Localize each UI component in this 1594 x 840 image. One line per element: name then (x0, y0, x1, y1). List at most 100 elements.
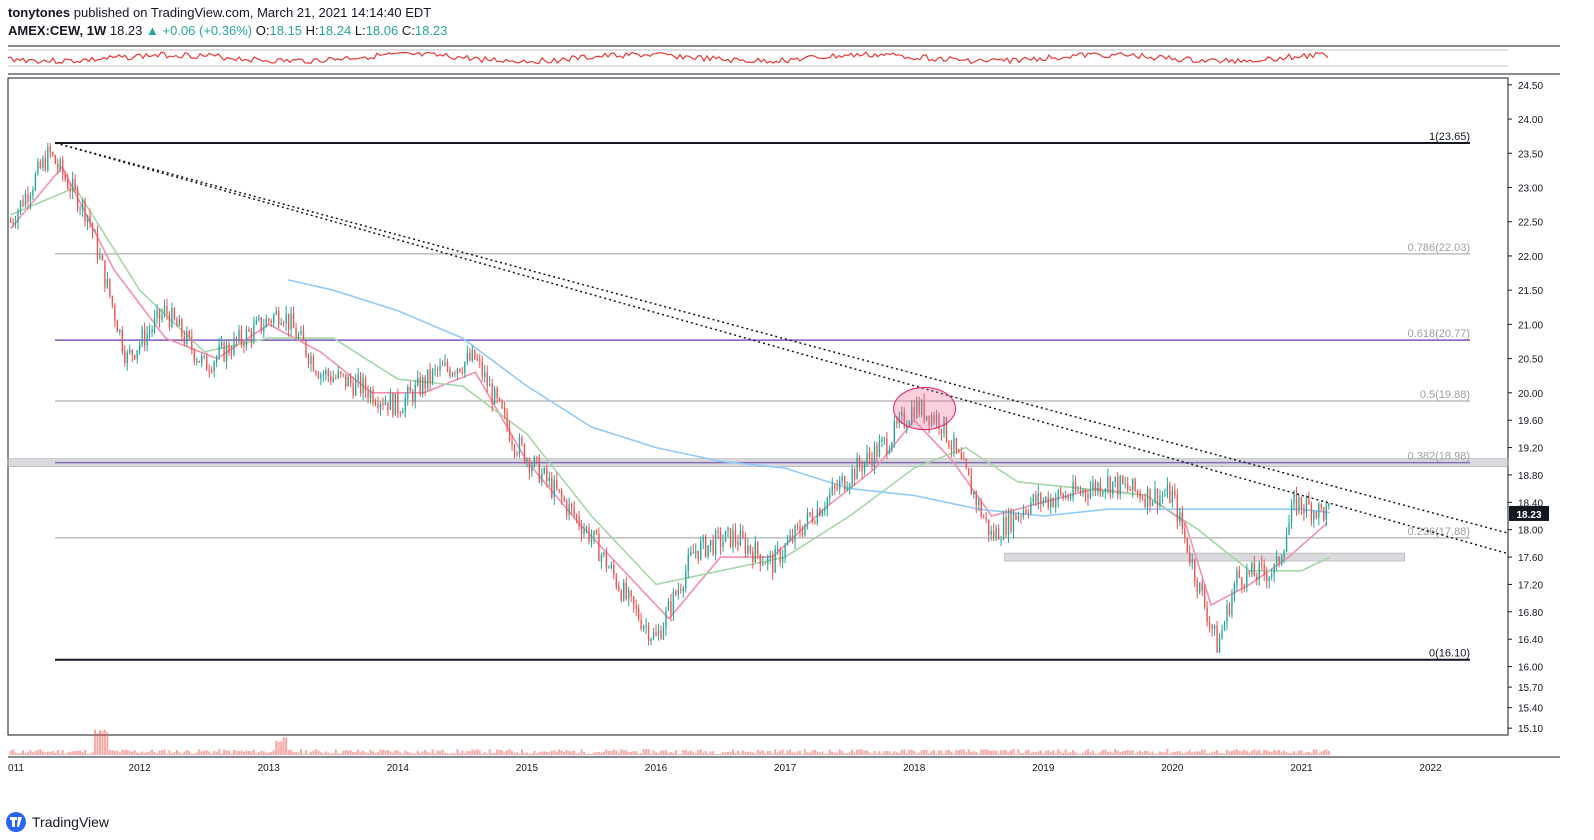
highlight[interactable] (893, 387, 957, 431)
candle-body (39, 161, 42, 168)
volume-bar (1109, 751, 1112, 755)
volume-bar (826, 753, 829, 755)
volume-bar (168, 750, 171, 755)
volume-bar (642, 749, 645, 755)
candle-body (804, 523, 806, 536)
support-zones[interactable] (7, 458, 1509, 562)
candle-body (764, 563, 766, 565)
candle-body (1251, 563, 1253, 574)
x-tick-label: 2016 (645, 763, 668, 774)
volume-bar (890, 753, 893, 755)
candle-body (546, 468, 548, 482)
fib-label: 1(23.65) (1429, 131, 1470, 143)
candle-body (1238, 570, 1241, 578)
x-tick-label: 2018 (903, 763, 926, 774)
volume-bar (1213, 751, 1216, 755)
volume-bar (86, 753, 89, 755)
volume-bar (220, 753, 223, 755)
candle-body (829, 493, 831, 499)
volume-bar (1216, 750, 1219, 755)
volume-bar (893, 751, 896, 755)
candle-body (1079, 489, 1082, 493)
volume-bar (930, 751, 933, 755)
volume-bar (821, 751, 824, 755)
y-tick-label: 16.00 (1518, 663, 1543, 674)
candle-body (1092, 482, 1094, 490)
candle-body (183, 336, 186, 344)
candle-body (970, 475, 972, 495)
volume-bar (444, 753, 447, 755)
volume-bar (1010, 750, 1013, 755)
candle-body (901, 412, 903, 417)
candle-body (1258, 562, 1260, 580)
candle-body (911, 407, 913, 423)
symbol-label[interactable]: AMEX:CEW, 1W (8, 23, 107, 38)
volume-bar (885, 750, 888, 755)
candle-body (310, 356, 312, 364)
fib-retracement[interactable]: 1(23.65) 0.786(22.03) 0.618(20.77) 0.5(19.8… (55, 131, 1470, 661)
candle-body (570, 503, 573, 508)
volume-bar (570, 751, 573, 755)
candle-body (1253, 563, 1255, 577)
candle-body (1141, 498, 1144, 500)
volume-bar (1022, 753, 1025, 755)
volume-bar (118, 752, 121, 755)
publisher-name[interactable]: tonytones (8, 5, 71, 20)
x-tick-label: 2022 (1419, 763, 1442, 774)
candle-body (608, 567, 610, 569)
volume-bar (81, 752, 84, 755)
candle-body (1084, 489, 1087, 495)
volume-bar (982, 749, 985, 755)
trendlines[interactable] (55, 142, 1509, 555)
candle-body (1174, 490, 1176, 496)
fib-label: 0.236(17.88) (1408, 526, 1470, 538)
candle-body (305, 341, 307, 356)
candle-body (871, 457, 873, 467)
volume-bar (622, 750, 625, 755)
volume-bar (44, 752, 47, 755)
volume-bar (744, 751, 747, 755)
volume-bar (123, 750, 126, 755)
candle-body (513, 445, 516, 454)
brand-name[interactable]: TradingView (32, 814, 110, 830)
candle-body (1206, 607, 1208, 622)
volume-bar (93, 729, 96, 755)
candle-body (1184, 528, 1186, 538)
volume-bar (1191, 752, 1194, 755)
candle-body (913, 407, 915, 418)
candle-body (1308, 498, 1310, 505)
y-tick-label: 24.50 (1518, 81, 1543, 92)
volume-bar (89, 753, 92, 755)
candle-body (712, 539, 714, 555)
volume-bar (1263, 749, 1266, 755)
candle-body (1069, 497, 1072, 499)
volume-bar (205, 750, 208, 755)
plot-frame (7, 77, 1509, 736)
candle-body (1109, 476, 1111, 495)
candle-body (965, 459, 968, 469)
volume-bar (141, 751, 144, 755)
candle-body (811, 515, 814, 523)
tradingview-logo-icon[interactable] (6, 812, 26, 832)
volume-bar (1007, 752, 1010, 755)
volume-bar (739, 753, 742, 755)
candle-body (1032, 494, 1035, 503)
candle-body (230, 353, 233, 355)
volume-bar (530, 753, 533, 755)
volume-bar (553, 750, 556, 755)
candle-body (240, 329, 243, 344)
candle-body (285, 313, 287, 324)
volume-bar (193, 753, 196, 755)
candle-body (844, 476, 846, 491)
candle-body (1025, 510, 1027, 513)
volume-bar (627, 752, 630, 755)
volume-bar (329, 753, 332, 755)
candle-body (466, 353, 469, 363)
candle-body (538, 457, 541, 483)
candle-body (1223, 622, 1226, 631)
volume-bar (1047, 750, 1050, 755)
price-chart[interactable]: 1(23.65) 0.786(22.03) 0.618(20.77) 0.5(19.8… (0, 0, 1594, 800)
volume-bar (349, 750, 352, 755)
candle-body (866, 452, 868, 463)
candle-body (1007, 511, 1010, 536)
